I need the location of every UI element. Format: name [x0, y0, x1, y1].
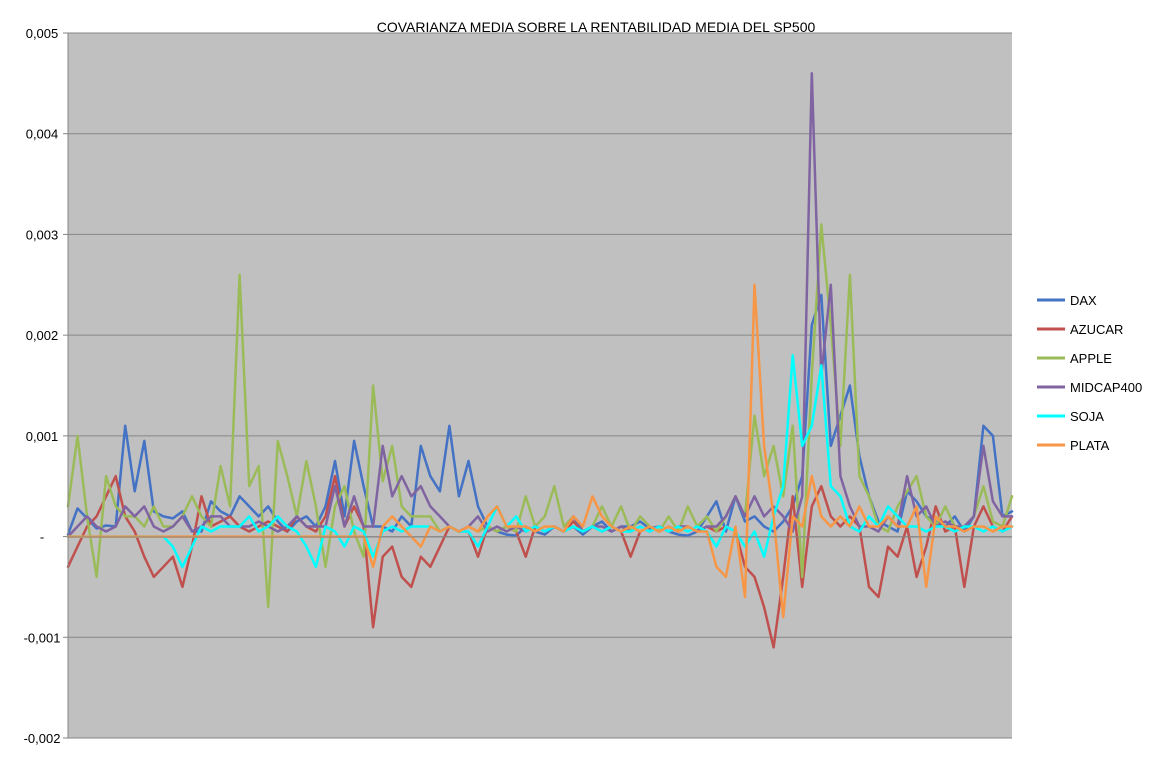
y-tick-label: -0,001	[24, 630, 61, 645]
legend-item: SOJA	[1037, 409, 1104, 424]
legend-label: DAX	[1070, 293, 1097, 308]
y-tick-label: 0,001	[26, 429, 59, 444]
legend-item: AZUCAR	[1037, 322, 1123, 337]
y-tick-label: 0,004	[26, 127, 59, 142]
plot-area	[68, 33, 1012, 738]
legend-item: PLATA	[1037, 438, 1110, 453]
legend-label: AZUCAR	[1070, 322, 1123, 337]
y-tick-label: -	[40, 530, 44, 545]
legend-label: APPLE	[1070, 351, 1112, 366]
series-line-dax	[66, 293, 1014, 537]
legend-item: APPLE	[1037, 351, 1112, 366]
legend-label: MIDCAP400	[1070, 380, 1142, 395]
legend-label: SOJA	[1070, 409, 1104, 424]
chart-title: COVARIANZA MEDIA SOBRE LA RENTABILIDAD M…	[377, 19, 816, 35]
y-tick-label: -0,002	[24, 731, 61, 746]
legend-label: PLATA	[1070, 438, 1110, 453]
y-tick-label: 0,002	[26, 328, 59, 343]
y-tick-label: 0,005	[26, 26, 59, 41]
series-lines	[66, 72, 1014, 649]
y-tick-label: 0,003	[26, 227, 59, 242]
legend-item: MIDCAP400	[1037, 380, 1142, 395]
legend: DAX AZUCAR APPLE MIDCAP400 SOJA PLATA	[1037, 293, 1142, 453]
y-axis: 0,005 0,004 0,003 0,002 0,001 - -0,001 -0,002	[24, 26, 68, 746]
series-line-apple	[66, 223, 1014, 609]
legend-item: DAX	[1037, 293, 1097, 308]
